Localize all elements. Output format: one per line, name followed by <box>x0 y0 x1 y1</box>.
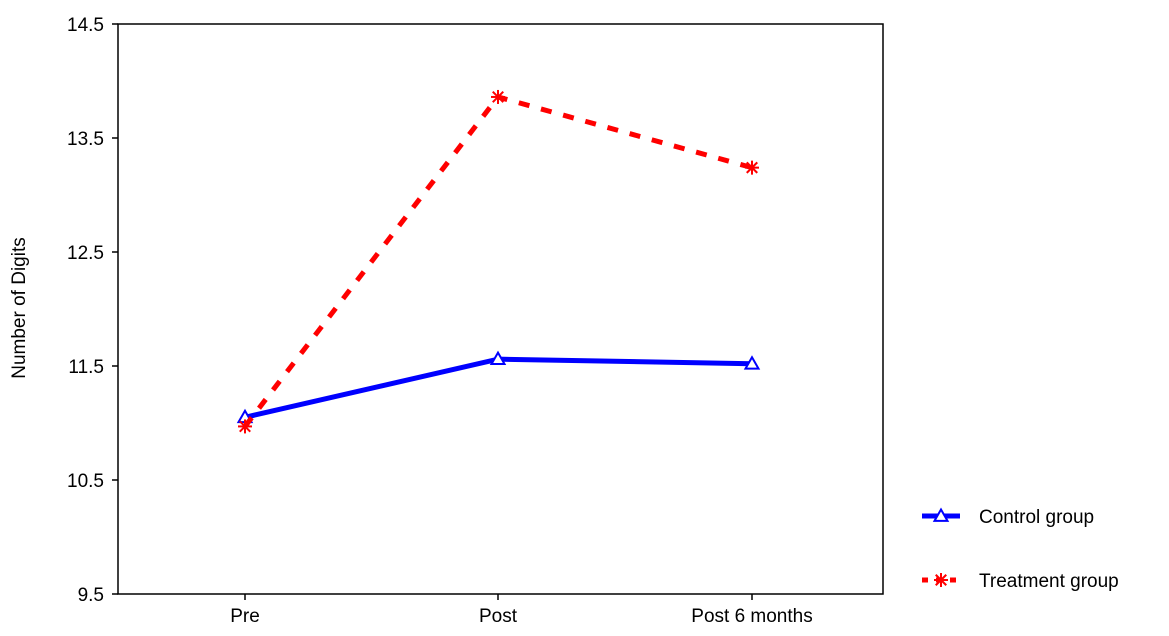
treatment-group-line <box>243 94 753 428</box>
legend-label-treatment-group: Treatment group <box>979 571 1119 592</box>
control-group-point <box>489 350 507 366</box>
x-axis: Pre Post Post 6 months <box>230 594 813 627</box>
control-group-point <box>743 355 761 370</box>
treatment-group-point <box>745 160 759 175</box>
series-layer <box>236 89 761 434</box>
legend-label-control-group: Control group <box>979 507 1094 528</box>
y-axis-title: Number of Digits <box>9 237 30 379</box>
treatment-group-point <box>491 89 505 104</box>
y-axis: 9.5 10.5 11.5 12.5 13.5 14.5 <box>67 15 118 606</box>
y-tick-label: 12.5 <box>67 243 104 264</box>
legend-marker-control-group <box>932 507 950 522</box>
x-tick-label: Post 6 months <box>691 606 812 627</box>
x-tick-label: Pre <box>230 606 260 627</box>
y-tick-label: 10.5 <box>67 471 104 492</box>
legend: Control group Treatment group <box>922 507 1119 592</box>
y-tick-label: 11.5 <box>68 357 104 378</box>
treatment-group-point <box>238 419 252 434</box>
y-tick-label: 9.5 <box>78 585 104 606</box>
x-tick-label: Post <box>479 606 518 627</box>
y-tick-label: 14.5 <box>67 15 104 36</box>
y-tick-label: 13.5 <box>67 129 104 150</box>
control-group-line <box>244 356 753 420</box>
legend-marker-treatment-group <box>934 573 948 587</box>
plot-area-frame <box>117 23 884 595</box>
